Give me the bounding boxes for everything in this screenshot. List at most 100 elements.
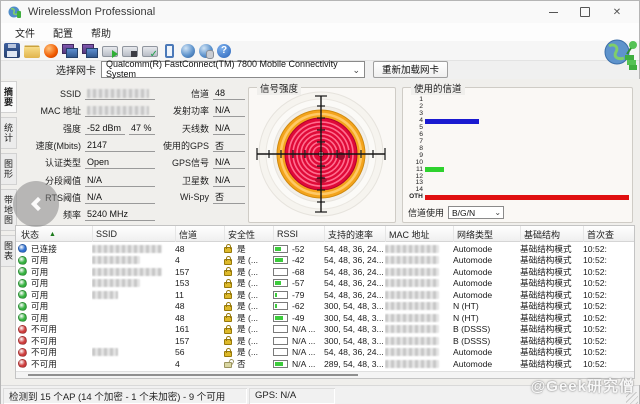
- summary-left-field-row: 分段阈值 N/A: [19, 171, 159, 188]
- column-header-9[interactable]: 基础结构: [520, 226, 581, 242]
- table-row[interactable]: 不可用 161 是 (... N/A ... 300, 54, 48, 3... B (D…: [16, 324, 634, 336]
- mac-cell: [385, 255, 451, 267]
- channel-row: 6: [407, 131, 629, 139]
- battery-icon[interactable]: [165, 43, 174, 58]
- status-cell: 不可用: [18, 347, 90, 359]
- save-icon[interactable]: [4, 43, 20, 58]
- masked-mac: [385, 325, 439, 334]
- first-seen-cell: 10:52:: [583, 358, 607, 369]
- column-header-10[interactable]: 首次查: [583, 226, 633, 242]
- menu-file[interactable]: 文件: [15, 28, 35, 40]
- ssid-cell: [92, 243, 173, 255]
- globe2-icon[interactable]: [199, 43, 214, 59]
- menu-config[interactable]: 配置: [53, 28, 73, 40]
- channel-usage-select[interactable]: B/G/N ⌄: [448, 206, 505, 219]
- ap-table: 状态 ▲ SSID 信道 安全性 RSSI 支持的速率 MAC 地址 网络类型 基础结构 首次查 已…: [15, 225, 635, 379]
- sort-ascending-icon: ▲: [49, 230, 56, 238]
- chevron-down-icon: ⌄: [494, 208, 502, 217]
- lock-icon: [224, 278, 232, 288]
- back-overlay-button[interactable]: [13, 181, 59, 227]
- sidebar-tab-1[interactable]: 摘要: [1, 81, 17, 113]
- channel-label: 4: [419, 117, 423, 125]
- record-icon[interactable]: [44, 43, 58, 58]
- help-icon[interactable]: [217, 43, 231, 58]
- gps-status: GPS: N/A: [249, 388, 335, 404]
- network-type-cell: Automode: [453, 347, 493, 358]
- security-label: 是 (...: [237, 312, 259, 323]
- table-row[interactable]: 不可用 157 是 (... N/A ... 300, 54, 48, 3... B (D…: [16, 335, 634, 347]
- globe-icon[interactable]: [181, 43, 195, 58]
- table-row[interactable]: 可用 157 是 (... -68 54, 48, 36, 24... Automode 基…: [16, 266, 634, 278]
- security-label: 是 (...: [237, 335, 259, 346]
- channel-row: 14: [407, 187, 629, 194]
- status-cell: 可用: [18, 266, 90, 278]
- column-header-5[interactable]: RSSI: [273, 226, 322, 242]
- first-seen-cell: 10:52:: [583, 324, 607, 335]
- table-row[interactable]: 可用 48 是 (... -49 300, 54, 48, 3... N (HT) 基础结构…: [16, 312, 634, 324]
- table-row[interactable]: 可用 4 是 (... -42 54, 48, 36, 24... Automode 基础结…: [16, 255, 634, 267]
- table-row[interactable]: 不可用 56 是 (... N/A ... 54, 48, 36, 24... Autom…: [16, 347, 634, 359]
- window-controls: [537, 1, 633, 23]
- network-type-cell: N (HT): [453, 301, 479, 312]
- channel-row: 5: [407, 124, 629, 132]
- minimize-button[interactable]: [537, 1, 569, 23]
- table-row[interactable]: 不可用 4 否 N/A ... 289, 54, 48, 3... Automode 基础结…: [16, 358, 634, 370]
- field-value: 否: [213, 191, 245, 204]
- net1-icon[interactable]: [62, 43, 78, 58]
- channel-label: 1: [419, 96, 423, 104]
- mac-cell: [385, 312, 451, 324]
- field-label: GPS信号: [171, 158, 209, 169]
- column-header-label: 安全性: [228, 229, 256, 240]
- lock-icon: [224, 244, 232, 254]
- masked-mac: [385, 359, 439, 368]
- channel-cell: 48: [175, 301, 185, 312]
- adapter-select[interactable]: Qualcomm(R) FastConnect(TM) 7800 Mobile …: [101, 59, 365, 79]
- channel-label: 3: [419, 110, 423, 118]
- window-title: WirelessMon Professional: [28, 6, 156, 18]
- print-check-icon[interactable]: [142, 46, 158, 60]
- field-label: Wi-Spy: [180, 192, 209, 203]
- rates-cell: 300, 54, 48, 3...: [324, 324, 383, 335]
- security-label: 否: [237, 358, 246, 369]
- table-row[interactable]: 可用 153 是 (... -57 54, 48, 36, 24... Automode 基…: [16, 278, 634, 290]
- table-row[interactable]: 可用 48 是 (... -62 300, 54, 48, 3... N (HT) 基础结构…: [16, 301, 634, 313]
- column-header-4[interactable]: 安全性: [224, 226, 271, 242]
- reload-adapter-button[interactable]: 重新加载网卡: [373, 60, 449, 78]
- table-row[interactable]: 可用 11 是 (... -79 54, 48, 36, 24... Automode 基础…: [16, 289, 634, 301]
- column-header-2[interactable]: SSID: [92, 226, 173, 242]
- rates-cell: 300, 54, 48, 3...: [324, 335, 383, 346]
- security-cell: 是: [224, 243, 271, 255]
- rssi-value: -68: [292, 266, 305, 277]
- masked-mac: [385, 267, 439, 276]
- field-value: 否: [213, 139, 245, 153]
- table-row[interactable]: 已连接 48 是 -52 54, 48, 36, 24... Automode 基础结构模式…: [16, 243, 634, 255]
- open-icon[interactable]: [24, 46, 40, 58]
- status-dot-icon: [18, 255, 27, 265]
- resize-grip-icon[interactable]: [626, 392, 638, 404]
- channel-row: OTH: [407, 194, 629, 201]
- lock-icon: [224, 347, 232, 357]
- chevron-left-icon: [30, 196, 46, 212]
- column-header-7[interactable]: MAC 地址: [385, 226, 451, 242]
- net2-icon[interactable]: [82, 43, 98, 58]
- sidebar-tab-3[interactable]: 图形: [1, 153, 17, 185]
- column-header-6[interactable]: 支持的速率: [324, 226, 383, 242]
- lock-icon: [224, 336, 232, 346]
- horizontal-scrollbar-thumb[interactable]: [28, 374, 358, 376]
- infrastructure-cell: 基础结构模式: [520, 324, 572, 335]
- column-header-label: SSID: [96, 229, 118, 239]
- close-button[interactable]: [601, 1, 633, 23]
- rssi-cell: -52: [273, 243, 322, 255]
- print-export-icon[interactable]: [102, 46, 118, 58]
- sidebar-tab-2[interactable]: 统计: [1, 117, 17, 149]
- signal-battery-icon: [273, 290, 288, 299]
- column-header-3[interactable]: 信道: [175, 226, 222, 242]
- horizontal-scrollbar[interactable]: [16, 371, 634, 378]
- status-label: 可用: [31, 278, 49, 289]
- print-icon[interactable]: [122, 46, 138, 57]
- column-header-8[interactable]: 网络类型: [453, 226, 518, 242]
- adapter-row: 选择网卡 Qualcomm(R) FastConnect(TM) 7800 Mo…: [1, 59, 639, 79]
- menu-help[interactable]: 帮助: [91, 28, 111, 40]
- maximize-button[interactable]: [569, 1, 601, 23]
- column-header-1[interactable]: 状态 ▲: [18, 226, 90, 242]
